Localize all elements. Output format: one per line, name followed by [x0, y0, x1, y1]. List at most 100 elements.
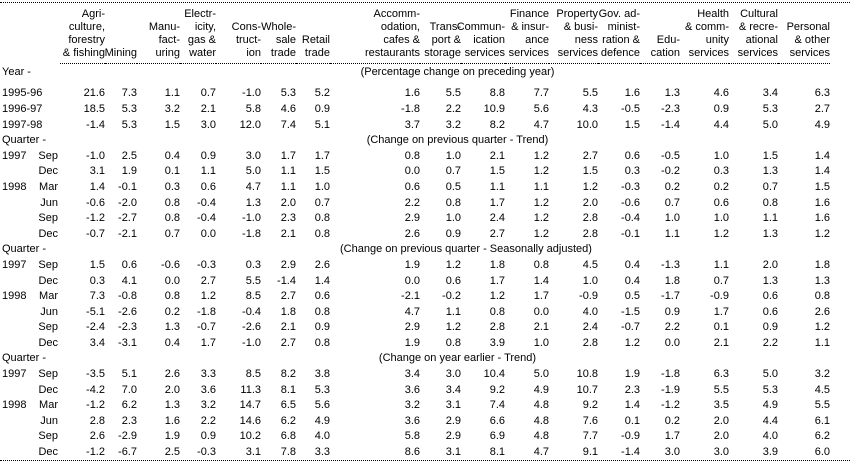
value-cell-health-community-services: 1.0: [713, 149, 729, 162]
value-cell-gov-administration-defence: -0.7: [621, 321, 640, 334]
value-cell-education: 2.2: [664, 321, 680, 334]
value-cell-communication-services: 1.8: [489, 258, 505, 271]
row-month: Sep: [38, 212, 58, 225]
column-header-line: uring: [155, 47, 180, 59]
column-header-construction: Cons-truct-ion: [216, 3, 261, 64]
value-cell-electricity-gas-water: 2.7: [200, 274, 216, 287]
value-cell-construction: -1.8: [242, 227, 261, 240]
value-cell-cultural-recreational-services: 4.0: [762, 430, 778, 443]
value-cell-finance-insurance-services: 4.7: [533, 118, 549, 131]
column-header-line: trade: [270, 47, 296, 59]
section-caption-cell: (Change on year earlier - Trend): [60, 351, 830, 367]
row-period-wrap: 1998 Mar: [0, 290, 58, 302]
value-cell-construction: -0.4: [242, 305, 261, 318]
value-cell-finance-insurance-services: 1.2: [533, 212, 549, 225]
row-month: Dec: [38, 165, 58, 178]
row-month: Dec: [38, 274, 58, 287]
value-cell-personal-other-services: 2.6: [814, 305, 830, 318]
value-cell-construction: 8.5: [245, 290, 261, 303]
value-cell-education: 0.7: [664, 196, 680, 209]
value-cell-health-community-services: 0.7: [713, 274, 729, 287]
section-header-row: Year - (Percentage change on preceding ye…: [0, 64, 830, 80]
value-cell-retail-trade: 1.0: [314, 180, 330, 193]
value-cell-education: -2.3: [661, 102, 680, 115]
column-header-line: services: [789, 47, 830, 59]
value-cell-construction: -1.0: [242, 87, 261, 100]
row-period-cell: Dec: [0, 164, 60, 180]
value-cell-finance-insurance-services: 5.6: [533, 102, 549, 115]
value-cell-electricity-gas-water: -0.4: [197, 212, 216, 225]
value-cell-wholesale-trade: 6.2: [280, 414, 296, 427]
value-cell-education: 1.8: [664, 274, 680, 287]
column-header-wholesale-trade: Whole-sale trade: [261, 3, 296, 64]
value-cell-education: -0.5: [661, 149, 680, 162]
value-cell-retail-trade: 0.7: [314, 196, 330, 209]
value-cell-manufacturing: 0.7: [164, 227, 180, 240]
value-cell-manufacturing: 0.2: [164, 305, 180, 318]
column-header-mining: Mining: [105, 3, 137, 64]
value-cell-communication-services: 2.1: [489, 149, 505, 162]
row-month: Sep: [38, 149, 58, 162]
value-cell-gov-administration-defence: 0.6: [624, 149, 640, 162]
value-cell-wholesale-trade: 8.2: [280, 368, 296, 381]
section-label-text: Quarter -: [2, 243, 47, 256]
value-cell-cultural-recreational-services: 2.0: [762, 258, 778, 271]
value-cell-electricity-gas-water: 1.7: [200, 336, 216, 349]
value-cell-wholesale-trade: 4.6: [280, 102, 296, 115]
value-cell-gov-administration-defence: 0.4: [624, 274, 640, 287]
row-year: 1998: [2, 180, 27, 193]
row-year: 1997: [2, 258, 27, 271]
value-cell-education: -1.9: [661, 383, 680, 396]
value-cell-mining: 2.5: [121, 149, 137, 162]
section-caption: (Percentage change on preceding year): [360, 65, 555, 78]
value-cell-wholesale-trade: 2.7: [280, 290, 296, 303]
value-cell-electricity-gas-water: 3.3: [200, 368, 216, 381]
value-cell-manufacturing: 3.2: [164, 102, 180, 115]
row-period-cell: Sep: [0, 429, 60, 445]
column-header-lines: Cultural & recre-ational services: [729, 3, 778, 63]
value-cell-manufacturing: 0.4: [164, 149, 180, 162]
value-cell-construction: 14.7: [239, 399, 261, 412]
value-cell-retail-trade: 1.4: [314, 274, 330, 287]
value-cell-electricity-gas-water: 1.1: [200, 165, 216, 178]
value-cell-property-business-services: 4.5: [582, 258, 598, 271]
value-cell-manufacturing: 0.8: [164, 212, 180, 225]
table-row: 1997 Sep -3.5 5.1 2.6 3.3 8.5 8.2 3.8 3.4 3.0 10.4 5…: [0, 366, 830, 382]
column-header-personal-other-services: Personal & other services: [778, 3, 830, 64]
section-period-label: Quarter -: [0, 132, 60, 148]
value-cell-gov-administration-defence: 1.9: [624, 368, 640, 381]
value-cell-accommodation-cafes-restaurants: 2.9: [404, 321, 420, 334]
section-caption-cell: (Change on previous quarter - Trend): [60, 132, 830, 148]
column-header-cultural-recreational-services: Cultural & recre-ational services: [729, 3, 778, 64]
value-cell-finance-insurance-services: 1.2: [533, 149, 549, 162]
value-cell-accommodation-cafes-restaurants: 2.2: [404, 196, 420, 209]
column-header-line: Property: [556, 8, 598, 20]
value-cell-property-business-services: 9.1: [582, 446, 598, 459]
value-cell-agriculture-forestry-fishing: -3.5: [86, 368, 105, 381]
value-cell-transport-storage: 1.0: [445, 149, 461, 162]
row-month: Sep: [38, 368, 58, 381]
value-cell-property-business-services: 10.7: [576, 383, 598, 396]
value-cell-manufacturing: 2.5: [164, 446, 180, 459]
value-cell-property-business-services: 2.8: [582, 336, 598, 349]
value-cell-property-business-services: 2.8: [582, 212, 598, 225]
value-cell-education: 3.0: [664, 446, 680, 459]
value-cell-wholesale-trade: 2.9: [280, 258, 296, 271]
column-header-line: culture,: [68, 21, 105, 33]
value-cell-personal-other-services: 1.6: [814, 196, 830, 209]
section-period-label: Quarter -: [0, 242, 60, 258]
value-cell-gov-administration-defence: -0.1: [621, 227, 640, 240]
value-cell-manufacturing: 1.6: [164, 414, 180, 427]
table-row: Dec -0.7 -2.1 0.7 0.0 -1.8 2.1 0.8 2.6 0.9 2.7 1.2 2…: [0, 226, 830, 242]
row-period-cell: 1997 Sep: [0, 148, 60, 164]
value-cell-mining: 5.3: [121, 102, 137, 115]
column-header-line: fact-: [158, 34, 180, 46]
value-cell-property-business-services: 10.0: [576, 118, 598, 131]
row-period-cell: Dec: [0, 444, 60, 460]
value-cell-gov-administration-defence: 0.5: [624, 290, 640, 303]
value-cell-accommodation-cafes-restaurants: 0.0: [404, 274, 420, 287]
value-cell-construction: 0.3: [245, 258, 261, 271]
table-row: Dec 0.3 4.1 0.0 2.7 5.5 -1.4 1.4 0.0 0.6 1.7 1.4 1.0…: [0, 273, 830, 289]
value-cell-finance-insurance-services: 1.7: [533, 290, 549, 303]
value-cell-property-business-services: -0.9: [579, 290, 598, 303]
